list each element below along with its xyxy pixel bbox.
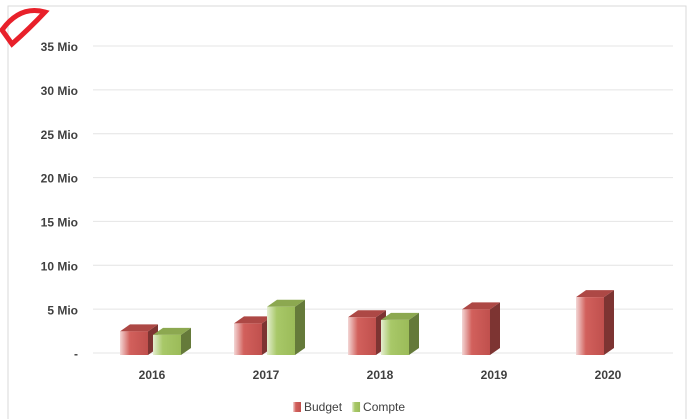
bar	[576, 297, 604, 355]
bar	[234, 323, 262, 355]
y-tick-label: 5 Mio	[47, 303, 78, 317]
bar	[381, 319, 409, 355]
bar-side	[295, 299, 305, 355]
bar-side	[604, 290, 614, 355]
bar-top	[462, 302, 500, 310]
legend-label: Budget	[304, 400, 343, 414]
bar	[267, 306, 295, 355]
bar	[462, 309, 490, 355]
x-tick-label: 2020	[595, 368, 622, 382]
bar	[348, 317, 376, 355]
bar-top	[348, 310, 386, 318]
y-tick-label: 30 Mio	[41, 84, 78, 98]
x-tick-label: 2017	[253, 368, 280, 382]
bar	[153, 334, 181, 355]
bar-top	[153, 327, 191, 335]
x-tick-label: 2016	[139, 368, 166, 382]
x-tick-label: 2018	[367, 368, 394, 382]
legend-swatch	[352, 402, 361, 412]
bar-top	[234, 316, 272, 324]
chart-frame	[7, 5, 687, 419]
legend-swatch	[293, 402, 301, 412]
legend-label: Compte	[363, 400, 405, 414]
bar-side	[181, 327, 191, 355]
x-tick-label: 2019	[481, 368, 508, 382]
y-tick-label: 35 Mio	[41, 40, 78, 54]
bar-side	[409, 312, 419, 355]
bar-top	[120, 324, 158, 332]
y-tick-label: 10 Mio	[41, 259, 78, 273]
bar	[120, 331, 148, 355]
bar-top	[576, 290, 614, 298]
y-tick-label: 20 Mio	[41, 172, 78, 186]
bar-top	[267, 299, 305, 307]
y-tick-label: -	[74, 347, 78, 361]
bar-top	[381, 312, 419, 320]
bar-side	[490, 302, 500, 355]
y-tick-label: 25 Mio	[41, 128, 78, 142]
y-tick-label: 15 Mio	[41, 216, 78, 230]
logo	[0, 8, 50, 48]
